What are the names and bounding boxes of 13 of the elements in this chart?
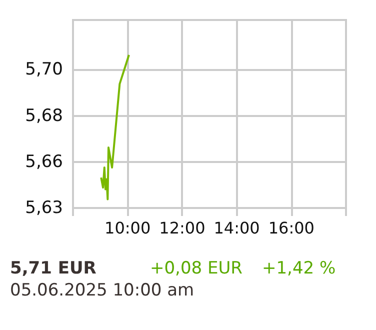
y-tick-label: 5,68 <box>25 106 63 126</box>
x-tick-label: 16:00 <box>268 218 314 238</box>
line-series <box>100 54 130 200</box>
y-tick-label: 5,70 <box>25 60 63 80</box>
x-tick-label: 12:00 <box>159 218 206 238</box>
text: 5,71 EUR <box>10 258 96 278</box>
x-tick-label: 14:00 <box>214 218 260 238</box>
text: +1,42 % <box>262 258 336 278</box>
text: +0,08 EUR <box>150 258 243 278</box>
x-tick-label: 10:00 <box>104 218 151 238</box>
y-tick-label: 5,63 <box>25 198 63 218</box>
y-tick-label: 5,66 <box>25 152 63 172</box>
text: 05.06.2025 10:00 am <box>10 280 194 300</box>
